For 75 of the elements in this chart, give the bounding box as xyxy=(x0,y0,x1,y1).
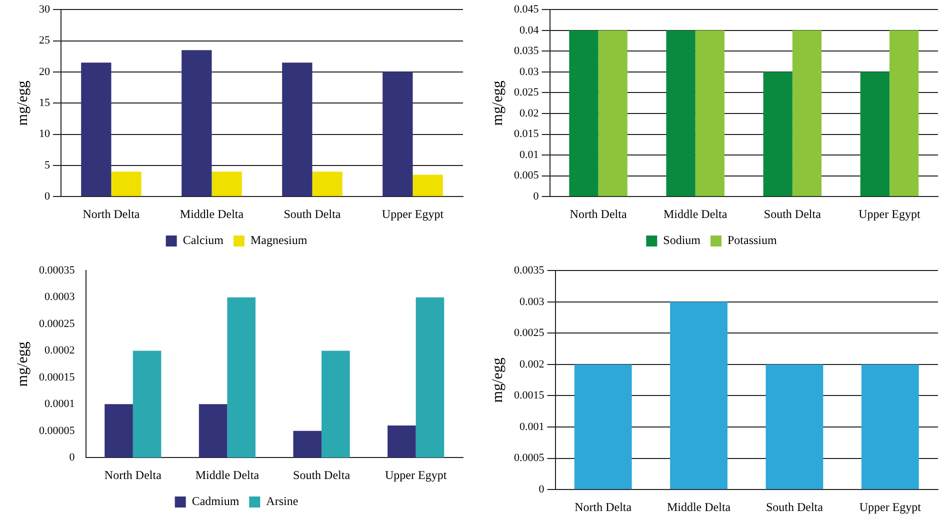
y-tick-label: 0.0001 xyxy=(44,398,75,410)
x-tick-label: North Delta xyxy=(574,500,632,514)
legend-label: Arsine xyxy=(266,494,298,508)
y-tick-label: 0.0005 xyxy=(514,452,545,464)
x-tick-label: North Delta xyxy=(104,468,162,482)
y-tick-label: 0.04 xyxy=(520,24,540,36)
y-tick-label: 0.025 xyxy=(514,86,540,99)
y-tick-label: 0.003 xyxy=(520,296,545,308)
x-tick-label: Middle Delta xyxy=(180,206,244,221)
bar xyxy=(132,350,162,458)
legend-label: Potassium xyxy=(728,233,778,248)
bar xyxy=(382,72,413,196)
bar xyxy=(227,297,256,458)
y-tick-label: 30 xyxy=(39,3,50,16)
bar xyxy=(182,50,212,196)
x-tick-label: North Delta xyxy=(570,206,628,221)
bar xyxy=(212,172,242,196)
y-axis-title: mg/egg xyxy=(14,341,31,387)
bar xyxy=(282,62,312,196)
y-tick-label: 15 xyxy=(39,96,50,109)
legend-label: Magnesium xyxy=(250,233,308,248)
y-tick-label: 0.01 xyxy=(520,148,539,161)
x-tick-label: Upper Egypt xyxy=(385,468,448,482)
x-tick-label: Upper Egypt xyxy=(859,500,922,514)
y-tick-label: 0.015 xyxy=(514,128,540,140)
x-tick-label: South Delta xyxy=(284,206,342,221)
bar xyxy=(388,426,416,458)
y-tick-label: 0.005 xyxy=(514,170,540,182)
y-tick-label: 0.0035 xyxy=(514,264,545,276)
y-tick-label: 0.02 xyxy=(520,107,539,120)
x-tick-label: Middle Delta xyxy=(664,206,728,221)
bar xyxy=(412,174,443,196)
y-tick-label: 0.045 xyxy=(514,3,540,16)
x-tick-label: South Delta xyxy=(766,500,824,514)
y-tick-label: 0.0003 xyxy=(44,291,76,304)
x-tick-label: Middle Delta xyxy=(195,468,260,482)
x-tick-label: Middle Delta xyxy=(666,500,732,514)
y-axis-title: mg/egg xyxy=(490,80,506,126)
bar xyxy=(104,404,133,458)
y-axis-title: mg/egg xyxy=(490,357,506,403)
y-axis-title: mg/egg xyxy=(14,80,31,126)
y-tick-label: 0.001 xyxy=(520,420,544,433)
legend-label: Sodium xyxy=(663,233,702,248)
y-tick-label: 0.00005 xyxy=(39,424,76,437)
y-tick-label: 0 xyxy=(538,483,545,496)
y-tick-label: 25 xyxy=(39,34,50,47)
y-tick-label: 10 xyxy=(39,128,50,140)
y-tick-label: 0.00015 xyxy=(39,371,76,384)
x-tick-label: North Delta xyxy=(82,206,140,221)
y-tick-label: 20 xyxy=(39,66,50,78)
x-tick-label: South Delta xyxy=(764,206,822,221)
y-tick-label: 0 xyxy=(69,451,76,464)
x-tick-label: South Delta xyxy=(293,468,351,482)
legend-label: Calcium xyxy=(182,233,224,248)
bar xyxy=(312,172,342,196)
bar xyxy=(322,350,350,458)
y-tick-label: 0.03 xyxy=(520,66,540,78)
y-tick-label: 0.00035 xyxy=(39,264,76,276)
y-tick-label: 0.002 xyxy=(520,358,544,370)
y-tick-label: 0 xyxy=(533,190,540,202)
y-tick-label: 0.0015 xyxy=(514,390,545,402)
y-tick-label: 0.0002 xyxy=(44,344,75,357)
y-tick-label: 5 xyxy=(44,159,50,172)
y-tick-label: 0 xyxy=(44,190,50,202)
bar xyxy=(198,404,228,458)
bar xyxy=(81,62,112,196)
legend-label: Cadmium xyxy=(192,494,240,508)
bar xyxy=(111,172,142,196)
y-tick-label: 0.0025 xyxy=(514,327,545,340)
bar xyxy=(416,297,444,458)
y-tick-label: 0.00025 xyxy=(39,318,76,330)
y-tick-label: 0.035 xyxy=(514,45,540,58)
bar xyxy=(293,430,322,458)
x-tick-label: Upper Egypt xyxy=(858,206,921,221)
x-tick-label: Upper Egypt xyxy=(382,206,444,221)
